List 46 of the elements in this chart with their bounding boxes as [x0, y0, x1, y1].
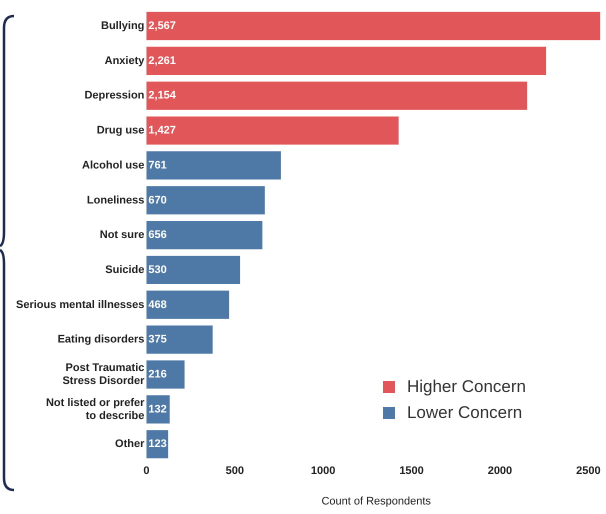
- y-tick-label: Anxiety: [104, 54, 146, 67]
- y-tick-label: Not listed or prefer to describe: [46, 396, 146, 422]
- y-tick-label: Bullying: [101, 20, 144, 32]
- bar: [146, 12, 600, 40]
- x-tick-label: 2000: [488, 465, 512, 478]
- x-tick-label: 500: [226, 465, 244, 478]
- y-tick-label: Other: [115, 438, 146, 450]
- data-label: 2,154: [148, 90, 177, 102]
- bar: [146, 256, 240, 284]
- x-tick-label: 1500: [399, 465, 424, 478]
- data-label: 216: [148, 368, 167, 381]
- bar: [146, 326, 213, 354]
- y-tick-label: Loneliness: [86, 194, 144, 206]
- y-tick-label: Suicide: [105, 264, 144, 276]
- x-tick-label: 1000: [310, 465, 336, 478]
- y-tick-label: Drug use: [96, 124, 144, 137]
- data-label: 1,427: [148, 124, 176, 137]
- y-tick-label: Post Traumatic Stress Disorder: [62, 362, 146, 388]
- y-tick-label: Eating disorders: [58, 334, 144, 346]
- data-label: 656: [148, 229, 167, 242]
- data-label: 2,261: [148, 54, 176, 67]
- bar: [146, 116, 399, 145]
- data-label: 375: [148, 334, 167, 346]
- bar: [146, 186, 265, 214]
- bar: [146, 46, 546, 75]
- legend-label: Lower Concern: [406, 403, 522, 423]
- x-tick-label: 0: [143, 465, 150, 478]
- y-tick-label: Alcohol use: [82, 159, 144, 172]
- data-label: 530: [148, 264, 167, 276]
- data-label: 670: [148, 194, 167, 206]
- y-tick-label: Not sure: [100, 229, 144, 242]
- y-tick-label: Depression: [84, 90, 145, 102]
- data-label: 468: [148, 298, 167, 311]
- legend-label: Higher Concern: [406, 377, 526, 397]
- bar: [146, 220, 262, 250]
- data-label: 761: [148, 159, 167, 172]
- x-tick-label: 2500: [576, 465, 601, 478]
- x-axis-title: Count of Respondents: [321, 495, 432, 508]
- data-label: 132: [148, 403, 167, 416]
- bar: [146, 290, 230, 319]
- y-tick-label: Serious mental illnesses: [16, 298, 144, 311]
- bar: [146, 82, 528, 110]
- data-label: 2,567: [148, 20, 176, 32]
- bar: [146, 360, 185, 389]
- data-label: 123: [148, 438, 167, 450]
- bar: [146, 151, 281, 180]
